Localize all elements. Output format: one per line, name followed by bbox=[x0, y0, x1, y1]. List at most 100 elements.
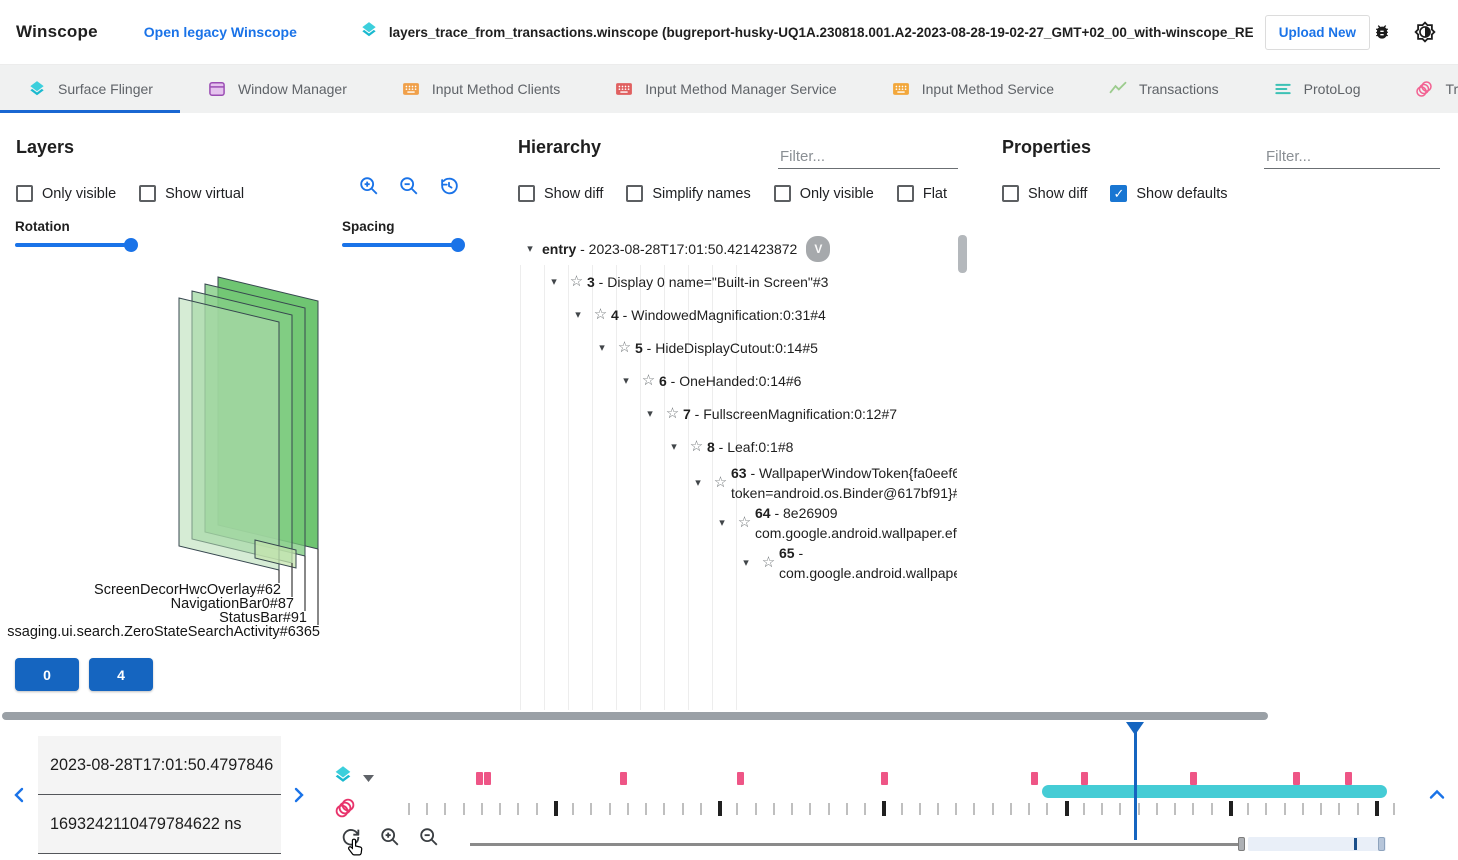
tree-node-7[interactable]: ▾ ☆ 7 - FullscreenMagnification:0:12#7 bbox=[502, 397, 957, 430]
tab-surface-flinger[interactable]: Surface Flinger bbox=[0, 65, 180, 113]
timestamp-human-input[interactable]: 2023-08-28T17:01:50.4797846 bbox=[38, 736, 281, 795]
expand-collapse-icon[interactable]: ▾ bbox=[671, 440, 677, 453]
transaction-event-marker[interactable] bbox=[1030, 772, 1038, 785]
spacing-slider-thumb[interactable] bbox=[450, 238, 465, 252]
rotation-slider-track[interactable] bbox=[15, 238, 138, 252]
next-entry-button[interactable] bbox=[290, 784, 308, 809]
horizontal-scrollbar-thumb[interactable] bbox=[2, 712, 1268, 720]
transaction-event-marker[interactable] bbox=[736, 772, 744, 785]
transition-range-bar[interactable] bbox=[1042, 785, 1388, 798]
expand-collapse-icon[interactable]: ▾ bbox=[599, 341, 605, 354]
checkbox-show-diff[interactable]: Show diff bbox=[1002, 185, 1087, 202]
layers-trace-row-icon[interactable] bbox=[332, 764, 354, 791]
pin-star-icon[interactable]: ☆ bbox=[713, 474, 728, 491]
theme-toggle-icon[interactable] bbox=[1414, 21, 1436, 43]
tree-node-5[interactable]: ▾ ☆ 5 - HideDisplayCutout:0:14#5 bbox=[502, 331, 957, 364]
expand-collapse-icon[interactable]: ▾ bbox=[623, 374, 629, 387]
checkbox-only-visible[interactable]: Only visible bbox=[16, 185, 116, 202]
checkbox-unchecked-icon[interactable] bbox=[1002, 185, 1019, 202]
checkbox-checked-icon[interactable]: ✓ bbox=[1110, 185, 1128, 202]
checkbox-show-diff[interactable]: Show diff bbox=[518, 185, 603, 202]
tree-node-3[interactable]: ▾ ☆ 3 - Display 0 name="Built-in Screen"#3 bbox=[502, 265, 957, 298]
pin-star-icon[interactable]: ☆ bbox=[737, 514, 752, 531]
checkbox-unchecked-icon[interactable] bbox=[773, 185, 791, 202]
hierarchy-scrollbar-thumb[interactable] bbox=[958, 235, 967, 273]
expand-collapse-icon[interactable]: ▾ bbox=[695, 477, 701, 489]
tree-node-63[interactable]: ▾ ☆ 63 - WallpaperWindowToken{fa0eef6 toke… bbox=[502, 463, 957, 503]
checkbox-unchecked-icon[interactable] bbox=[896, 185, 914, 202]
pin-star-icon[interactable]: ☆ bbox=[641, 371, 656, 389]
tree-node-6[interactable]: ▾ ☆ 6 - OneHanded:0:14#6 bbox=[502, 364, 957, 397]
reset-view-icon[interactable] bbox=[438, 175, 460, 197]
transaction-event-marker[interactable] bbox=[1292, 772, 1300, 785]
checkbox-only-visible[interactable]: Only visible bbox=[773, 185, 874, 202]
timeline-zoom-out-icon[interactable] bbox=[418, 826, 440, 848]
expand-timeline-button[interactable] bbox=[1426, 786, 1448, 805]
display-button-0[interactable]: 0 bbox=[15, 658, 79, 691]
checkbox-unchecked-icon[interactable] bbox=[139, 185, 157, 202]
tree-node-4[interactable]: ▾ ☆ 4 - WindowedMagnification:0:31#4 bbox=[502, 298, 957, 331]
report-bug-icon[interactable] bbox=[1372, 22, 1392, 42]
expand-collapse-icon[interactable]: ▾ bbox=[527, 242, 533, 255]
transaction-event-marker[interactable] bbox=[475, 772, 483, 785]
rotation-slider-thumb[interactable] bbox=[123, 238, 138, 252]
checkbox-simplify-names[interactable]: Simplify names bbox=[626, 185, 751, 202]
hierarchy-filter-input[interactable] bbox=[778, 145, 958, 169]
timeline-zoom-in-icon[interactable] bbox=[379, 826, 401, 848]
spacing-slider-track[interactable] bbox=[342, 238, 465, 252]
minimap-right-handle[interactable] bbox=[1378, 837, 1385, 851]
checkbox-unchecked-icon[interactable] bbox=[626, 185, 644, 202]
transaction-event-marker[interactable] bbox=[1344, 772, 1352, 785]
trace-dropdown-caret-icon[interactable] bbox=[363, 769, 374, 787]
tree-node-8[interactable]: ▾ ☆ 8 - Leaf:0:1#8 bbox=[502, 430, 957, 463]
pin-star-icon[interactable]: ☆ bbox=[569, 272, 584, 290]
expand-collapse-icon[interactable]: ▾ bbox=[647, 407, 653, 420]
reset-zoom-icon[interactable] bbox=[340, 826, 362, 848]
transaction-event-marker[interactable] bbox=[619, 772, 627, 785]
timeline-cursor[interactable] bbox=[1133, 727, 1137, 840]
checkbox-show-virtual[interactable]: Show virtual bbox=[139, 185, 244, 202]
transaction-event-marker[interactable] bbox=[880, 772, 888, 785]
expand-collapse-icon[interactable]: ▾ bbox=[551, 275, 557, 288]
transitions-trace-row-icon[interactable] bbox=[333, 798, 357, 824]
tree-node-64[interactable]: ▾ ☆ 64 - 8e26909 com.google.android.wallpa… bbox=[502, 503, 957, 543]
layers-3d-view[interactable]: ScreenDecorHwcOverlay#62 NavigationBar0#… bbox=[0, 250, 487, 650]
pin-star-icon[interactable]: ☆ bbox=[761, 554, 776, 571]
pin-star-icon[interactable]: ☆ bbox=[689, 437, 704, 455]
tree-node-65[interactable]: ▾ ☆65 - com.google.android.wallpaper.effe… bbox=[502, 543, 957, 583]
tab-input-method-clients[interactable]: Input Method Clients bbox=[374, 65, 587, 113]
transaction-event-marker[interactable] bbox=[1190, 772, 1198, 785]
tree-node-entry[interactable]: ▾ entry - 2023-08-28T17:01:50.421423872 V bbox=[502, 232, 957, 265]
tab-transactions[interactable]: Transactions bbox=[1081, 65, 1246, 113]
minimap-track[interactable] bbox=[470, 843, 1242, 846]
transaction-event-marker[interactable] bbox=[1080, 772, 1088, 785]
checkbox-show-defaults[interactable]: ✓ Show defaults bbox=[1110, 185, 1227, 202]
minimap-selected-window[interactable] bbox=[1248, 837, 1386, 851]
timeline-cursor-handle[interactable] bbox=[1126, 722, 1145, 735]
tab-input-method-manager-service[interactable]: Input Method Manager Service bbox=[587, 65, 863, 113]
tab-input-method-service[interactable]: Input Method Service bbox=[864, 65, 1081, 113]
minimap-left-handle[interactable] bbox=[1238, 837, 1245, 851]
timeline-canvas[interactable] bbox=[408, 722, 1395, 860]
tab-protolog[interactable]: ProtoLog bbox=[1246, 65, 1388, 113]
properties-filter-input[interactable] bbox=[1264, 145, 1440, 169]
checkbox-flat[interactable]: Flat bbox=[896, 185, 947, 202]
tab-window-manager[interactable]: Window Manager bbox=[180, 65, 374, 113]
pin-star-icon[interactable]: ☆ bbox=[593, 305, 608, 323]
checkbox-unchecked-icon[interactable] bbox=[518, 185, 535, 202]
tab-transitions[interactable]: Transitions bbox=[1387, 65, 1458, 113]
timestamp-ns-input[interactable]: 1693242110479784622 ns bbox=[38, 795, 281, 854]
transaction-event-marker[interactable] bbox=[483, 772, 491, 785]
expand-collapse-icon[interactable]: ▾ bbox=[719, 517, 725, 529]
pin-star-icon[interactable]: ☆ bbox=[665, 404, 680, 422]
display-button-4[interactable]: 4 bbox=[89, 658, 153, 691]
expand-collapse-icon[interactable]: ▾ bbox=[575, 308, 581, 321]
checkbox-unchecked-icon[interactable] bbox=[16, 185, 33, 202]
pin-star-icon[interactable]: ☆ bbox=[617, 338, 632, 356]
zoom-out-icon[interactable] bbox=[398, 175, 420, 197]
expand-collapse-icon[interactable]: ▾ bbox=[743, 557, 749, 569]
open-legacy-winscope-link[interactable]: Open legacy Winscope bbox=[143, 24, 297, 40]
upload-new-button[interactable]: Upload New bbox=[1264, 14, 1370, 50]
zoom-in-icon[interactable] bbox=[358, 175, 380, 197]
previous-entry-button[interactable] bbox=[10, 784, 28, 809]
